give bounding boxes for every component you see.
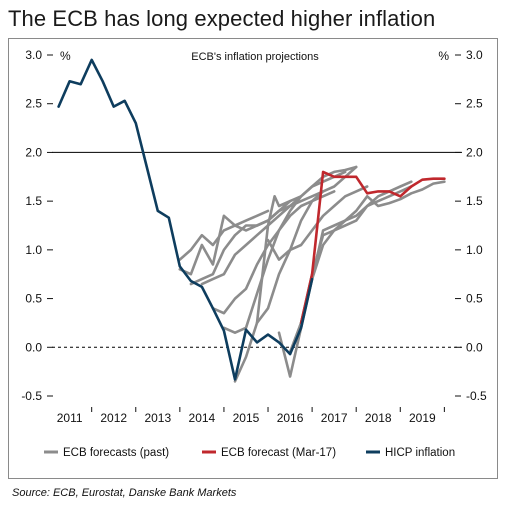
legend-label: HICP inflation <box>385 447 455 459</box>
mar17-forecast-line <box>299 170 446 325</box>
y-tick-label-right: -0.5 <box>466 389 487 403</box>
past-forecast-lines <box>178 165 446 383</box>
y-tick-label-right: 1.5 <box>466 194 483 208</box>
y-tick-label-right: 1.0 <box>466 243 483 257</box>
x-tick-label: 2018 <box>365 411 392 425</box>
y-tick-label-left: 1.0 <box>25 243 42 257</box>
x-tick-label: 2017 <box>321 411 348 425</box>
y-tick-label-left: 2.5 <box>25 97 42 111</box>
series-line-13 <box>57 58 314 381</box>
chart-title: The ECB has long expected higher inflati… <box>8 6 436 31</box>
series-line-6 <box>233 165 358 383</box>
x-tick-label: 2014 <box>189 411 216 425</box>
x-tick-label: 2011 <box>57 411 83 425</box>
x-tick-label: 2019 <box>409 411 436 425</box>
y-tick-label-right: 0.0 <box>466 340 483 354</box>
series-line-0 <box>178 209 270 276</box>
chart-subtitle: ECB's inflation projections <box>191 51 319 63</box>
y-tick-label-right: 2.5 <box>466 97 483 111</box>
x-tick-label: 2016 <box>277 411 304 425</box>
y-tick-label-left: 2.0 <box>25 145 42 159</box>
reference-lines <box>52 151 462 348</box>
y-tick-label-left: 0.5 <box>25 292 42 306</box>
x-tick-label: 2013 <box>144 411 171 425</box>
y-unit-left: % <box>60 49 71 63</box>
x-tick-label: 2012 <box>100 411 127 425</box>
y-tick-label-right: 3.0 <box>466 48 483 62</box>
y-axes: -0.5 -0.5 0.0 0.0 0.5 0.5 1.0 1.0 1.5 1.5 2.0 2.0 2.… <box>21 48 487 403</box>
series-line-11 <box>288 180 446 354</box>
y-tick-label-left: -0.5 <box>21 389 42 403</box>
series-line-5 <box>222 170 347 335</box>
legend-label: ECB forecast (Mar-17) <box>221 447 336 459</box>
series-line-7 <box>255 165 358 325</box>
x-tick-label: 2015 <box>233 411 260 425</box>
source-note: Source: ECB, Eurostat, Danske Bank Marke… <box>12 487 237 499</box>
series-line-10 <box>288 185 413 354</box>
series-line-12 <box>299 170 446 325</box>
y-tick-label-left: 1.5 <box>25 194 42 208</box>
legend-label: ECB forecasts (past) <box>63 447 169 459</box>
chart-frame <box>8 38 498 479</box>
hicp-inflation-line <box>57 58 314 381</box>
chart-legend: ECB forecasts (past) ECB forecast (Mar-17… <box>44 447 455 459</box>
x-axis: 2011 2012 2013 2014 2015 2016 2017 2018 2019 <box>57 407 445 425</box>
y-unit-right: % <box>438 49 449 63</box>
y-tick-label-left: 3.0 <box>25 48 42 62</box>
series-line-2 <box>189 195 303 286</box>
y-tick-label-right: 2.0 <box>466 145 483 159</box>
y-tick-label-left: 0.0 <box>25 340 42 354</box>
y-tick-label-right: 0.5 <box>466 292 483 306</box>
series-line-3 <box>200 190 325 286</box>
